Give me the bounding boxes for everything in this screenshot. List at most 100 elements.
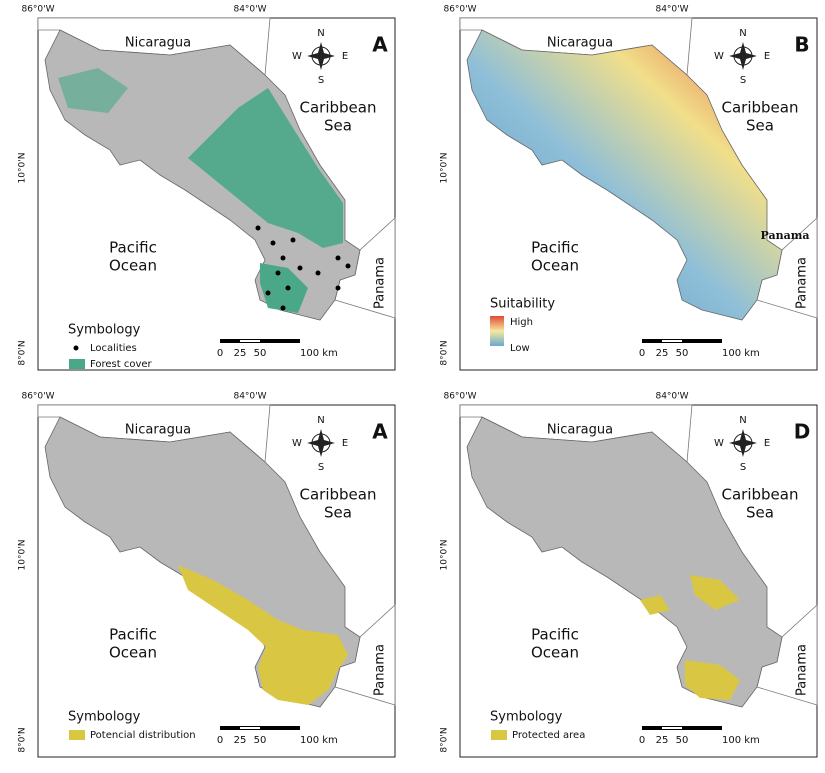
- scale-label: 100 km: [722, 348, 760, 359]
- panel-letter: A: [372, 420, 388, 444]
- longitude-label: 86°0'W: [21, 392, 54, 402]
- compass-letter: N: [739, 415, 746, 426]
- latitude-label: 8°0'N: [440, 727, 450, 752]
- forest-cover: [58, 68, 128, 113]
- locality-dot: [280, 305, 286, 311]
- locality-dot: [265, 290, 271, 296]
- locality-dot: [315, 270, 321, 276]
- legend-title: Suitability: [490, 297, 555, 312]
- compass-star: [307, 42, 335, 70]
- place-label: Pacific: [531, 239, 579, 257]
- latitude-label: 10°0'N: [18, 540, 28, 571]
- legend-gradient: [490, 316, 504, 346]
- compass-letter: E: [764, 51, 770, 62]
- locality-dot: [275, 270, 281, 276]
- longitude-label: 84°0'W: [655, 5, 688, 15]
- legend-item: Localities: [90, 343, 137, 354]
- longitude-label: 86°0'W: [443, 5, 476, 15]
- legend-item: Forest cover: [90, 359, 153, 370]
- place-label: Caribbean: [722, 486, 799, 504]
- scale-label: 0: [217, 735, 223, 746]
- place-label: Ocean: [531, 257, 579, 275]
- scale-label: 0: [639, 348, 645, 359]
- locality-dot: [335, 285, 341, 291]
- compass-letter: W: [714, 51, 724, 62]
- compass-star: [729, 42, 757, 70]
- distribution-area: [178, 565, 348, 705]
- map-panel: 86°0'W 84°0'W 10°0'N 8°0'N Nicaragua Caribbea…: [440, 5, 818, 371]
- place-label: Panama: [373, 257, 388, 309]
- scale-bar-segment: [662, 727, 682, 729]
- compass-letter: W: [292, 438, 302, 449]
- panel-letter: A: [372, 33, 388, 57]
- compass-letter: S: [318, 75, 324, 86]
- legend-item: High: [510, 317, 533, 328]
- scale-label: 100 km: [300, 348, 338, 359]
- place-label: Nicaragua: [125, 423, 191, 438]
- longitude-label: 84°0'W: [233, 5, 266, 15]
- scale-label: 0: [639, 735, 645, 746]
- place-label: Ocean: [109, 644, 157, 662]
- place-label: Caribbean: [300, 486, 377, 504]
- locality-dot: [270, 240, 276, 246]
- panel-letter: B: [794, 33, 809, 57]
- compass-letter: S: [740, 462, 746, 473]
- place-label: Panama: [373, 644, 388, 696]
- legend-swatch: [69, 359, 85, 369]
- protected-area: [690, 575, 740, 610]
- longitude-label: 86°0'W: [443, 392, 476, 402]
- compass-letter: S: [740, 75, 746, 86]
- scale-label: 25: [656, 348, 669, 359]
- legend-item: Protected area: [512, 730, 585, 741]
- place-label: Sea: [324, 117, 352, 135]
- panel-letter: D: [794, 420, 811, 444]
- place-label: Ocean: [109, 257, 157, 275]
- scale-label: 50: [254, 735, 267, 746]
- locality-dot: [280, 255, 286, 261]
- longitude-label: 86°0'W: [21, 5, 54, 15]
- legend-item: Low: [510, 343, 530, 354]
- compass-letter: E: [342, 438, 348, 449]
- legend-title: Symbology: [68, 710, 141, 725]
- locality-dot: [290, 237, 296, 243]
- legend-title: Symbology: [68, 323, 141, 338]
- map-panel: 86°0'W 84°0'W 10°0'N 8°0'N Nicaragua Caribbea…: [18, 5, 396, 371]
- compass-star: [729, 429, 757, 457]
- compass-star: [307, 429, 335, 457]
- legend-title: Symbology: [490, 710, 563, 725]
- protected-area: [685, 660, 740, 700]
- locality-dot: [345, 263, 351, 269]
- place-label: Nicaragua: [125, 36, 191, 51]
- compass-letter: N: [317, 28, 324, 39]
- latitude-label: 10°0'N: [18, 153, 28, 184]
- place-label: Caribbean: [300, 99, 377, 117]
- locality-dot: [255, 225, 261, 231]
- locality-dot: [335, 255, 341, 261]
- compass-letter: S: [318, 462, 324, 473]
- place-label: Sea: [324, 504, 352, 522]
- compass-letter: W: [292, 51, 302, 62]
- scale-bar-segment: [662, 340, 682, 342]
- place-label: Pacific: [531, 626, 579, 644]
- legend-swatch: [69, 730, 85, 740]
- forest-cover: [188, 88, 343, 248]
- locality-dot: [285, 285, 291, 291]
- place-label: Sea: [746, 117, 774, 135]
- locality-dot: [297, 265, 303, 271]
- scale-label: 25: [656, 735, 669, 746]
- map-panel: 86°0'W 84°0'W 10°0'N 8°0'N Nicaragua Caribbea…: [440, 392, 818, 758]
- legend-swatch: [491, 730, 507, 740]
- latitude-label: 10°0'N: [440, 153, 450, 184]
- latitude-label: 8°0'N: [18, 727, 28, 752]
- compass-letter: E: [764, 438, 770, 449]
- scale-label: 100 km: [300, 735, 338, 746]
- place-label: Nicaragua: [547, 36, 613, 51]
- scale-label: 50: [676, 348, 689, 359]
- place-label: Pacific: [109, 239, 157, 257]
- scale-label: 50: [254, 348, 267, 359]
- place-label: Ocean: [531, 644, 579, 662]
- protected-area: [640, 595, 670, 615]
- longitude-label: 84°0'W: [655, 392, 688, 402]
- longitude-label: 84°0'W: [233, 392, 266, 402]
